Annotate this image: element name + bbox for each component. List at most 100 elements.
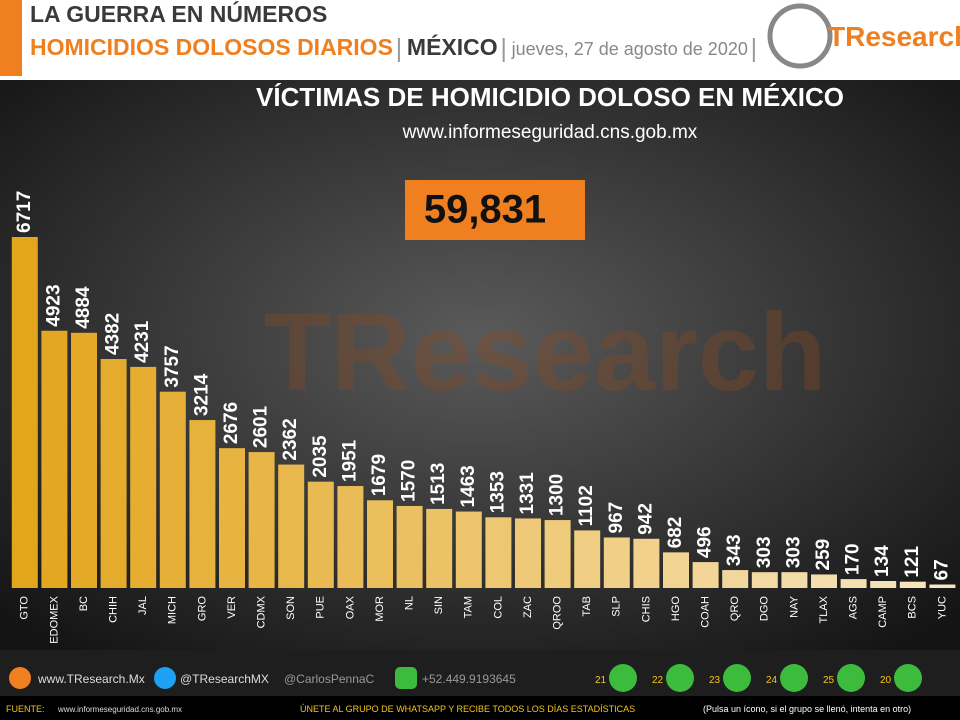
- bar: [633, 538, 660, 588]
- group-number: 22: [652, 675, 664, 686]
- footer-author: @CarlosPennaC: [284, 672, 375, 686]
- bar: [367, 500, 393, 588]
- value-label: 1353: [487, 471, 508, 513]
- group-number: 23: [709, 675, 721, 686]
- value-label: 2676: [221, 402, 242, 444]
- bar: [870, 580, 897, 588]
- value-label: 259: [813, 539, 834, 571]
- chart-subtitle: www.informeseguridad.cns.gob.mx: [402, 122, 698, 143]
- bar: [751, 572, 778, 588]
- x-tick-label: SIN: [433, 596, 445, 614]
- x-tick-label: CHIH: [108, 596, 120, 623]
- x-tick-label: NAY: [788, 595, 800, 617]
- bar: [811, 574, 837, 588]
- logo: TResearch: [828, 21, 960, 52]
- value-label: 967: [606, 502, 627, 534]
- x-tick-label: HGO: [670, 596, 682, 622]
- x-tick-label: TAB: [581, 596, 593, 617]
- group-number: 25: [823, 675, 835, 686]
- bar: [189, 420, 216, 588]
- x-tick-label: MICH: [167, 596, 179, 624]
- group-number: 20: [880, 675, 892, 686]
- value-label: 4231: [132, 320, 153, 363]
- x-tick-label: TAM: [463, 596, 475, 618]
- value-label: 1679: [369, 454, 390, 496]
- footer-note: (Pulsa un ícono, si el grupo se llenó, i…: [703, 704, 911, 714]
- whatsapp-icon[interactable]: [609, 664, 637, 692]
- chart-title: VÍCTIMAS DE HOMICIDIO DOLOSO EN MÉXICO: [256, 82, 844, 112]
- bar: [544, 520, 571, 588]
- x-tick-label: ZAC: [522, 596, 534, 618]
- logo-ring: [767, 3, 833, 69]
- whatsapp-icon[interactable]: [837, 664, 865, 692]
- value-label: 1951: [339, 439, 360, 482]
- x-tick-label: QRO: [729, 596, 741, 622]
- value-label: 3757: [162, 345, 183, 387]
- value-label: 2362: [280, 418, 301, 460]
- bar: [41, 330, 68, 588]
- value-label: 121: [902, 546, 923, 578]
- footer-strip: [0, 696, 960, 720]
- bar: [574, 530, 601, 588]
- value-label: 1463: [458, 465, 479, 507]
- footer-source: www.informeseguridad.cns.gob.mx: [57, 705, 182, 714]
- bar: [840, 579, 867, 588]
- whatsapp-icon[interactable]: [780, 664, 808, 692]
- x-tick-label: SLP: [611, 596, 623, 617]
- x-tick-label: NL: [404, 596, 416, 610]
- x-tick-label: SON: [285, 596, 297, 620]
- header-title: LA GUERRA EN NÚMEROS: [30, 0, 327, 27]
- footer-twitter[interactable]: @TResearchMX: [180, 672, 269, 686]
- bar: [130, 366, 157, 588]
- x-tick-label: MOR: [374, 596, 386, 622]
- footer-web[interactable]: www.TResearch.Mx: [37, 672, 145, 686]
- x-tick-label: GTO: [19, 596, 31, 620]
- value-label: 1102: [576, 485, 597, 526]
- header-subtitle: HOMICIDIOS DOLOSOS DIARIOS: [30, 34, 393, 60]
- whatsapp-icon[interactable]: [723, 664, 751, 692]
- x-tick-label: QROO: [552, 596, 564, 630]
- x-tick-label: BC: [78, 596, 90, 611]
- bar: [337, 486, 364, 588]
- x-tick-label: BCS: [907, 596, 919, 619]
- bar: [781, 572, 808, 588]
- value-label: 942: [635, 503, 656, 535]
- x-tick-label: COL: [492, 596, 504, 619]
- phone-icon[interactable]: [395, 667, 417, 689]
- bar: [248, 452, 275, 588]
- whatsapp-icon[interactable]: [894, 664, 922, 692]
- value-label: 67: [931, 559, 952, 580]
- x-tick-label: CAMP: [877, 596, 889, 628]
- total-box: [405, 180, 585, 240]
- x-tick-label: CHIS: [640, 596, 652, 622]
- value-label: 4382: [103, 313, 124, 355]
- value-label: 496: [695, 526, 716, 558]
- x-tick-label: PUE: [315, 596, 327, 619]
- group-number: 21: [595, 675, 607, 686]
- footer-source-label: FUENTE:: [6, 704, 45, 714]
- group-number: 24: [766, 675, 778, 686]
- bar: [899, 581, 926, 588]
- x-tick-label: JAL: [137, 596, 149, 615]
- web-icon[interactable]: [9, 667, 31, 689]
- value-label: 2601: [251, 405, 272, 448]
- twitter-icon[interactable]: [154, 667, 176, 689]
- bar: [396, 505, 423, 588]
- bar: [692, 562, 719, 588]
- footer-join: ÚNETE AL GRUPO DE WHATSAPP Y RECIBE TODO…: [300, 704, 635, 714]
- whatsapp-icon[interactable]: [666, 664, 694, 692]
- value-label: 6717: [14, 191, 35, 233]
- bar: [307, 481, 334, 588]
- bar: [603, 537, 630, 588]
- value-label: 1513: [428, 463, 449, 505]
- value-label: 1300: [547, 474, 568, 516]
- value-label: 682: [665, 517, 686, 549]
- bar: [71, 332, 97, 588]
- bar: [515, 518, 541, 588]
- bar: [100, 359, 127, 588]
- footer-phone: +52.449.9193645: [422, 672, 516, 686]
- x-tick-label: COAH: [700, 596, 712, 628]
- header-country: MÉXICO: [407, 33, 498, 60]
- bar: [278, 464, 305, 588]
